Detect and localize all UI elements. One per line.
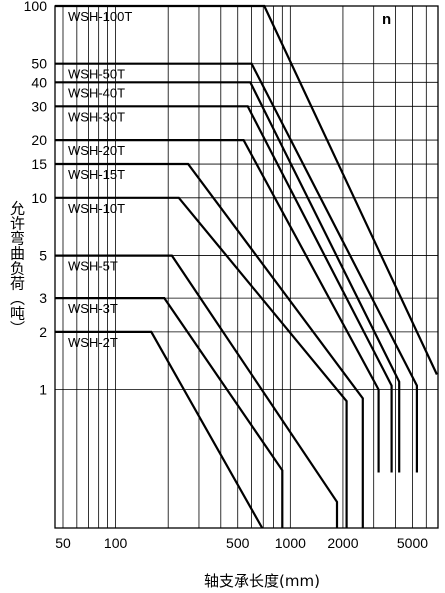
series-line-wsh-50t — [55, 62, 418, 473]
y-tick-label: 3 — [39, 290, 47, 306]
x-tick-label: 2000 — [327, 535, 358, 551]
y-tick-label: 20 — [31, 132, 47, 148]
series-line-wsh-15t — [55, 162, 364, 528]
tick-labels: 50 100 500 1000 2000 5000 100 50 40 30 20 15 10 5 3 2 1 — [24, 0, 429, 551]
series-label-wsh-30t: WSH-30T — [68, 109, 125, 124]
y-tick-label: 50 — [31, 56, 47, 72]
x-tick-label: 1000 — [275, 535, 306, 551]
series-line-wsh-100t — [55, 4, 438, 375]
series-label-wsh-100t: WSH-100T — [68, 9, 132, 24]
series-line-wsh-2t — [55, 330, 264, 529]
series-label-wsh-20t: WSH-20T — [68, 143, 125, 158]
series-label-wsh-40t: WSH-40T — [68, 85, 125, 100]
series-line-wsh-5t — [55, 254, 339, 528]
series-line-wsh-20t — [55, 139, 380, 473]
series-label-wsh-2t: WSH-2T — [68, 335, 118, 350]
series-label-wsh-5t: WSH-5T — [68, 259, 118, 274]
series-label-wsh-10t: WSH-10T — [68, 201, 125, 216]
y-tick-label: 5 — [39, 248, 47, 264]
x-axis-title: 轴支承长度(mm) — [204, 572, 320, 590]
y-axis-title: 允许弯曲负荷（吨） — [8, 201, 26, 336]
y-tick-label: 30 — [31, 98, 47, 114]
series-label-wsh-15t: WSH-15T — [68, 167, 125, 182]
y-tick-label: 2 — [39, 324, 47, 340]
series-line-wsh-30t — [55, 105, 393, 473]
series-label-wsh-3t: WSH-3T — [68, 301, 118, 316]
series-label-wsh-50t: WSH-50T — [68, 67, 125, 82]
x-tick-label: 5000 — [397, 535, 428, 551]
y-tick-label: 1 — [39, 382, 47, 398]
series-line-wsh-10t — [55, 196, 348, 528]
y-tick-label: 15 — [31, 156, 47, 172]
x-tick-label: 500 — [226, 535, 250, 551]
y-tick-label: 40 — [31, 74, 47, 90]
series-labels: WSH-100T WSH-50T WSH-40T WSH-30T WSH-20T WSH-… — [68, 9, 132, 350]
series-line-wsh-40t — [55, 81, 401, 473]
series-lines — [55, 4, 438, 529]
corner-label: n — [382, 11, 391, 28]
series-line-wsh-3t — [55, 297, 284, 528]
x-tick-label: 50 — [55, 535, 71, 551]
y-tick-label: 100 — [24, 0, 48, 14]
y-tick-label: 10 — [31, 190, 47, 206]
x-tick-label: 100 — [104, 535, 128, 551]
